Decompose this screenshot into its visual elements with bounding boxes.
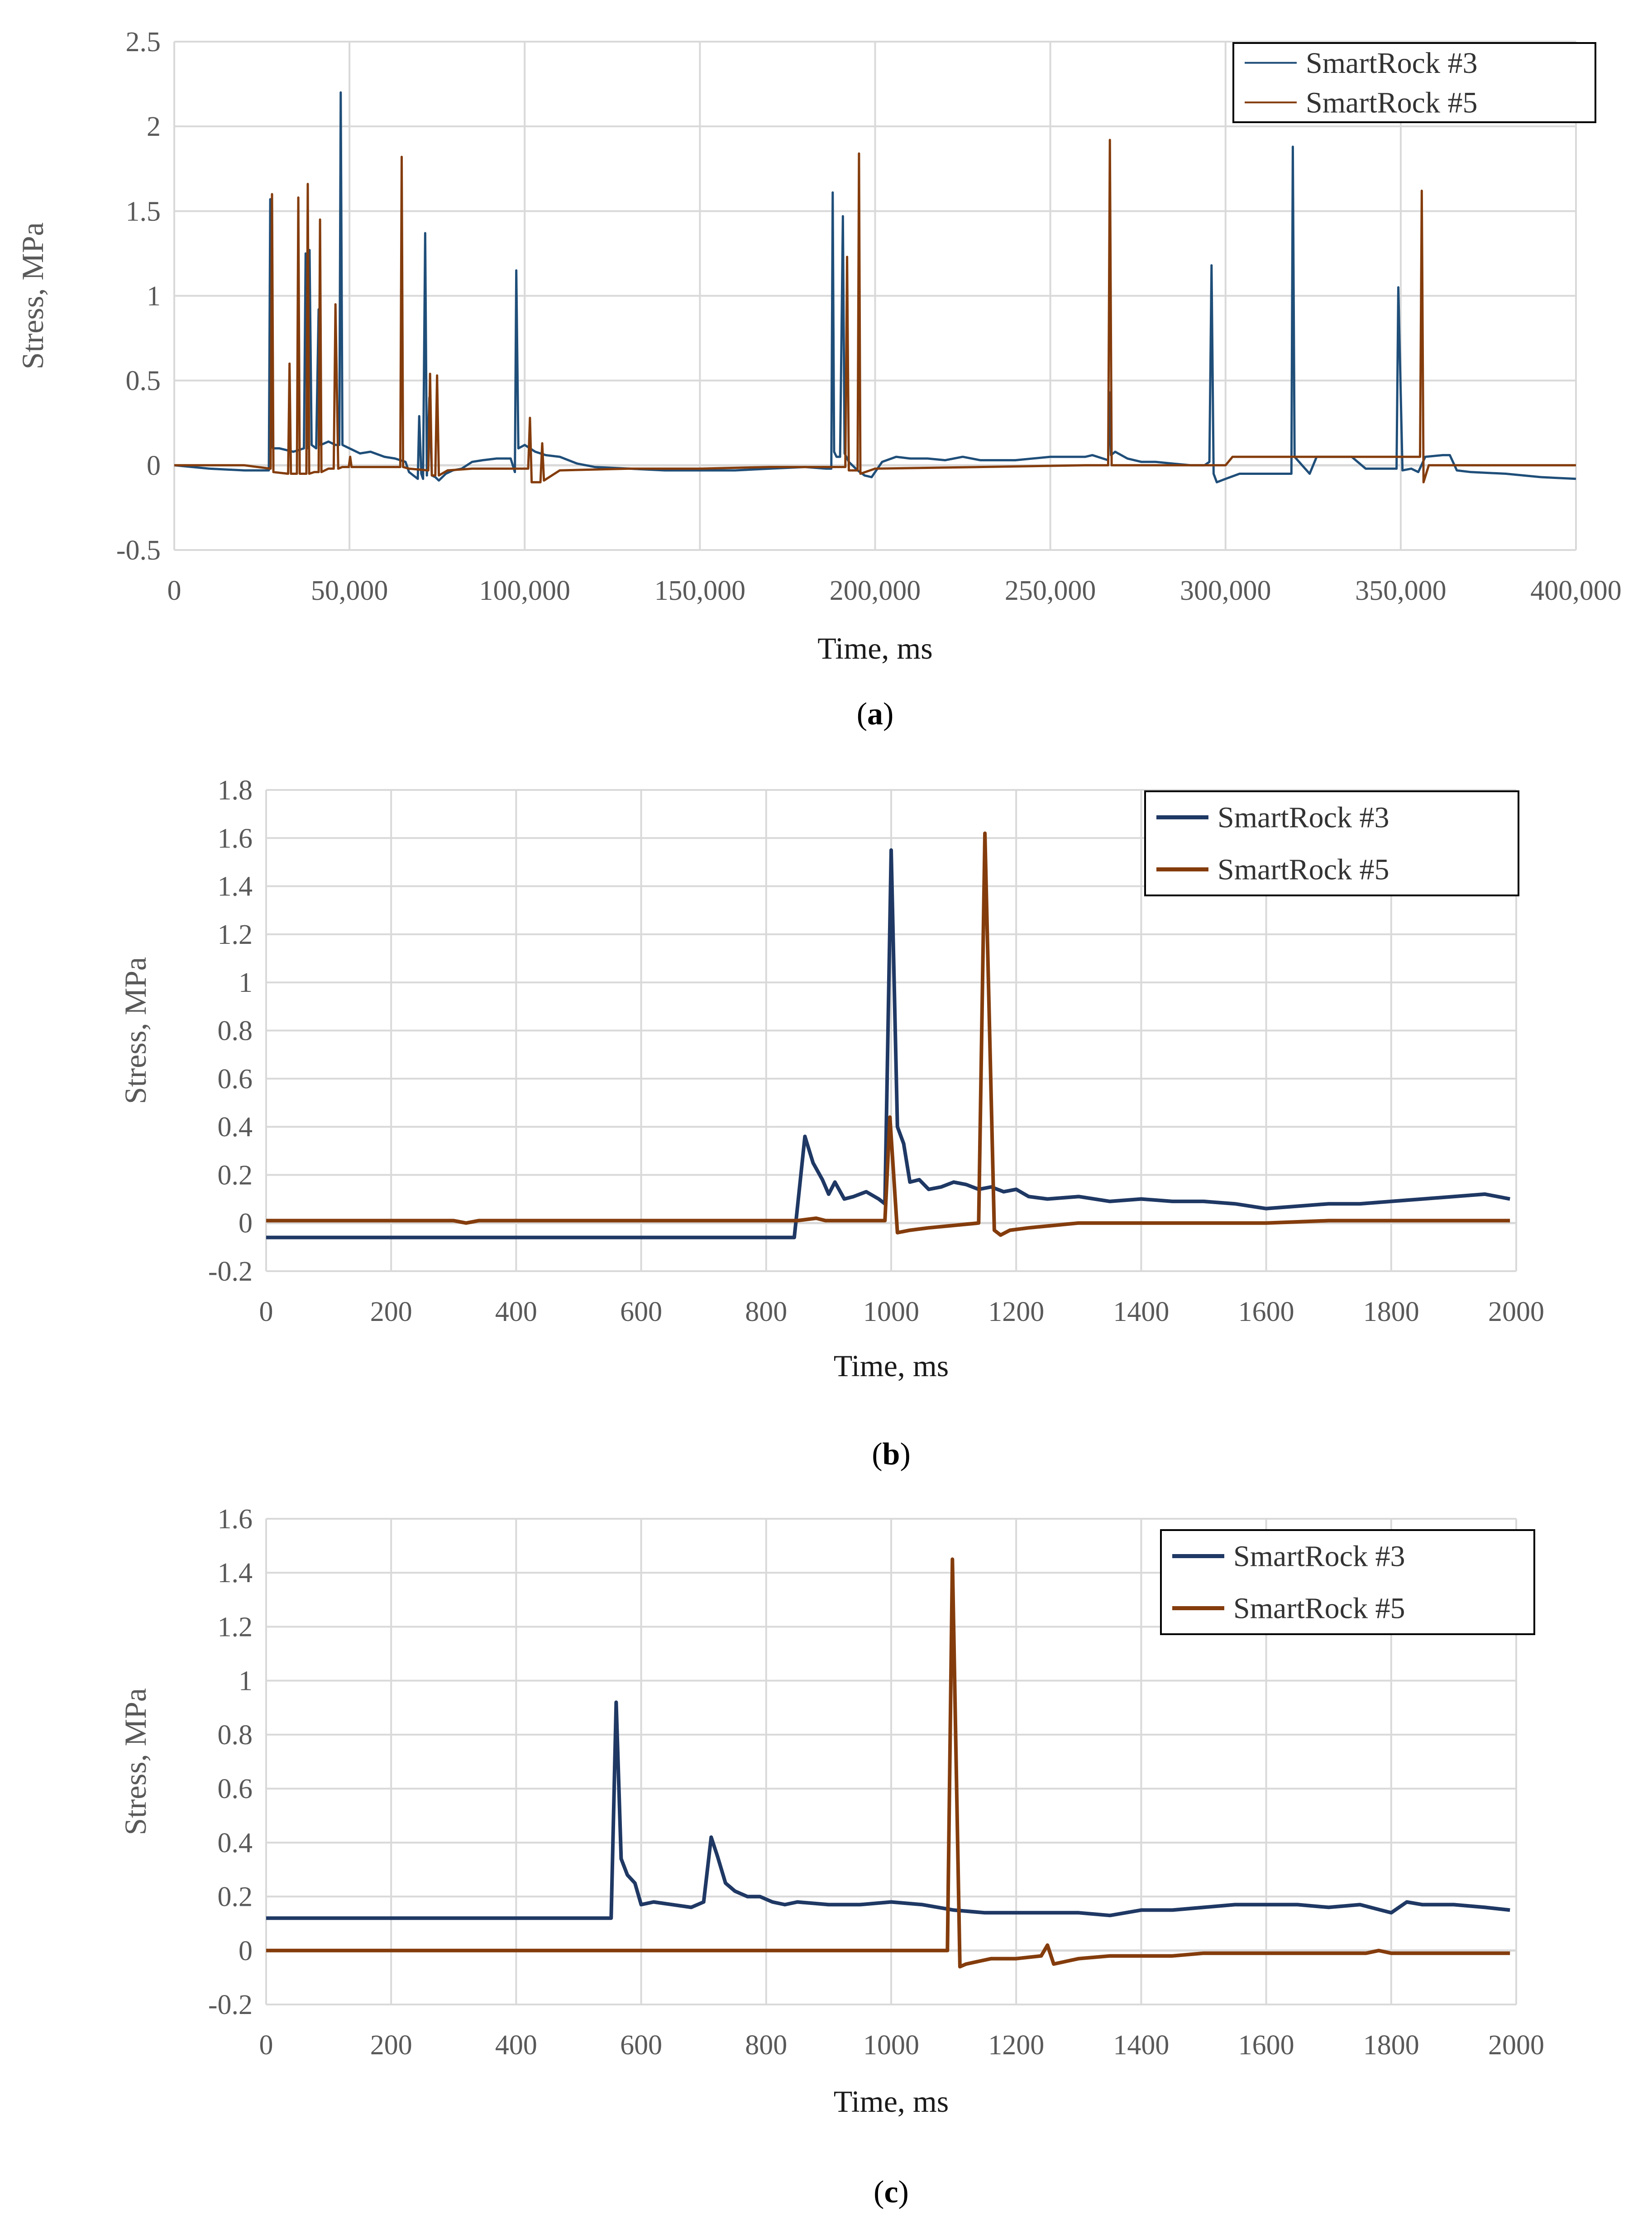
series-line-smartrock-5 <box>174 139 1576 483</box>
series-line-smartrock-3 <box>266 848 1510 1239</box>
x-tick-label: 400 <box>495 2030 537 2061</box>
legend: SmartRock #3 SmartRock #5 <box>1160 1529 1535 1635</box>
chart-panel-b: 0 200 400 600 800 1000 1200 1400 1600 1800 2000 -0.… <box>118 775 1544 1472</box>
x-tick-label: 0 <box>259 1296 273 1327</box>
y-axis-title: Stress, MPa <box>118 957 153 1104</box>
y-tick-label: 0.4 <box>218 1827 253 1858</box>
x-tick-label: 200,000 <box>830 575 921 606</box>
legend-entry: SmartRock #5 <box>1233 1592 1405 1625</box>
x-tick-label: 150,000 <box>654 575 746 606</box>
y-tick-label: -0.5 <box>116 535 161 566</box>
x-tick-label: 1400 <box>1113 1296 1169 1327</box>
y-tick-label: 1.2 <box>218 1612 253 1642</box>
x-tick-label: 600 <box>620 1296 662 1327</box>
series-line-smartrock-5 <box>266 831 1510 1237</box>
x-tick-label: 1000 <box>863 1296 919 1327</box>
y-tick-label: 1.4 <box>218 1558 253 1588</box>
x-tick-label: 200 <box>370 1296 412 1327</box>
y-tick-label: 0 <box>239 1208 253 1239</box>
x-tick-label: 1800 <box>1363 1296 1419 1327</box>
y-axis-title: Stress, MPa <box>118 1688 153 1835</box>
legend-entry: SmartRock #3 <box>1233 1540 1405 1573</box>
y-tick-label: 1 <box>239 1666 253 1697</box>
y-tick-label: 0.6 <box>218 1064 253 1095</box>
x-tick-label: 350,000 <box>1355 575 1447 606</box>
x-tick-label: 0 <box>259 2030 273 2061</box>
panel-label: (a) <box>857 697 894 732</box>
x-axis-title: Time, ms <box>834 2084 949 2119</box>
series-line-smartrock-5 <box>266 1557 1510 1969</box>
y-tick-label: 1.6 <box>218 1504 253 1535</box>
y-tick-label: 0.5 <box>126 366 161 397</box>
x-tick-label: 1200 <box>988 1296 1044 1327</box>
x-tick-label: 200 <box>370 2030 412 2061</box>
panel-label: (c) <box>874 2175 909 2210</box>
series-line-smartrock-3 <box>266 1700 1510 1920</box>
legend-box <box>1144 790 1519 896</box>
x-tick-label: 1600 <box>1238 1296 1294 1327</box>
panel-label: (b) <box>872 1437 911 1472</box>
x-tick-label: 400 <box>495 1296 537 1327</box>
chart-panel-a: 0 50,000 100,000 150,000 200,000 250,000 300,0… <box>15 27 1622 732</box>
x-tick-label: 600 <box>620 2030 662 2061</box>
y-tick-label: -0.2 <box>208 1256 253 1287</box>
y-tick-label: 0.2 <box>218 1160 253 1191</box>
x-tick-label: 2000 <box>1488 2030 1544 2061</box>
x-tick-label: 1000 <box>863 2030 919 2061</box>
y-tick-label: 1.5 <box>126 196 161 227</box>
y-tick-label: 0.6 <box>218 1774 253 1804</box>
legend-box <box>1232 42 1596 123</box>
y-tick-label: 0.8 <box>218 1720 253 1751</box>
y-tick-label: 1.6 <box>218 823 253 854</box>
x-tick-label: 1600 <box>1238 2030 1294 2061</box>
legend-entry: SmartRock #3 <box>1306 47 1477 80</box>
legend-entry: SmartRock #5 <box>1218 853 1389 886</box>
x-tick-label: 0 <box>167 575 181 606</box>
y-tick-label: 0.4 <box>218 1112 253 1143</box>
x-tick-label: 100,000 <box>479 575 571 606</box>
legend-entry: SmartRock #5 <box>1306 86 1477 119</box>
y-tick-label: 1 <box>239 967 253 998</box>
x-tick-label: 250,000 <box>1005 575 1096 606</box>
y-tick-label: 0.2 <box>218 1882 253 1913</box>
x-tick-label: 1400 <box>1113 2030 1169 2061</box>
x-tick-label: 800 <box>745 2030 787 2061</box>
legend: SmartRock #3 SmartRock #5 <box>1232 42 1596 123</box>
x-tick-label: 800 <box>745 1296 787 1327</box>
y-tick-label: 0 <box>147 450 161 481</box>
y-tick-label: 1.8 <box>218 775 253 806</box>
x-tick-label: 1200 <box>988 2030 1044 2061</box>
y-tick-label: 1.4 <box>218 871 253 902</box>
chart-panel-c: 0 200 400 600 800 1000 1200 1400 1600 1800 2000 -0.… <box>118 1504 1544 2210</box>
x-tick-label: 1800 <box>1363 2030 1419 2061</box>
x-tick-label: 300,000 <box>1180 575 1271 606</box>
y-tick-label: 0.8 <box>218 1016 253 1047</box>
y-tick-label: 2.5 <box>126 27 161 57</box>
x-axis-title: Time, ms <box>817 631 932 665</box>
y-axis-title: Stress, MPa <box>15 222 50 369</box>
y-tick-label: 1.2 <box>218 919 253 950</box>
x-tick-label: 2000 <box>1488 1296 1544 1327</box>
legend-box <box>1160 1529 1535 1635</box>
y-tick-label: -0.2 <box>208 1990 253 2020</box>
x-axis-title: Time, ms <box>834 1349 949 1383</box>
y-tick-label: 0 <box>239 1936 253 1966</box>
legend: SmartRock #3 SmartRock #5 <box>1144 790 1519 896</box>
y-tick-label: 2 <box>147 111 161 142</box>
x-tick-label: 50,000 <box>311 575 388 606</box>
y-tick-label: 1 <box>147 281 161 312</box>
legend-entry: SmartRock #3 <box>1218 801 1389 834</box>
x-tick-label: 400,000 <box>1530 575 1622 606</box>
